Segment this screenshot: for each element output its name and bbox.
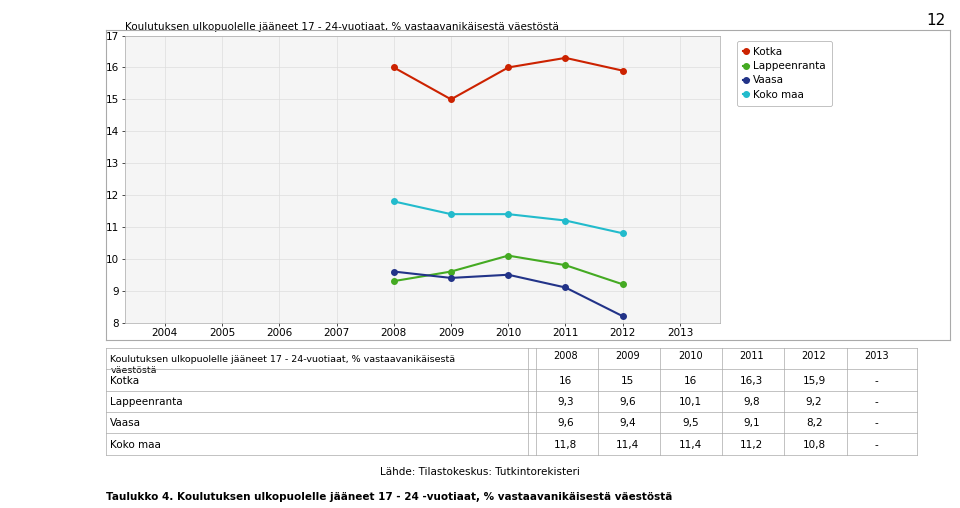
Text: 11,4: 11,4	[679, 440, 702, 450]
Text: 2013: 2013	[864, 352, 889, 361]
Text: -: -	[875, 440, 878, 450]
Text: 11,2: 11,2	[740, 440, 763, 450]
Lappeenranta	[502, 252, 514, 259]
Text: -: -	[875, 376, 878, 386]
Text: Koko maa: Koko maa	[110, 440, 161, 450]
Vaasa	[502, 272, 514, 278]
Text: 11,8: 11,8	[554, 440, 577, 450]
Lappeenranta	[388, 278, 399, 284]
Text: -: -	[875, 397, 878, 407]
Koko maa	[502, 211, 514, 217]
Text: Taulukko 4. Koulutuksen ulkopuolelle jääneet 17 - 24 -vuotiaat, % vastaavanikäis: Taulukko 4. Koulutuksen ulkopuolelle jää…	[106, 492, 672, 502]
Line: Koko maa: Koko maa	[391, 199, 626, 236]
Text: 9,5: 9,5	[682, 419, 699, 428]
Text: 16: 16	[684, 376, 697, 386]
Text: 16,3: 16,3	[740, 376, 763, 386]
Text: 10,8: 10,8	[803, 440, 826, 450]
Line: Lappeenranta: Lappeenranta	[391, 253, 626, 287]
Kotka	[388, 65, 399, 71]
Text: 9,2: 9,2	[805, 397, 823, 407]
Text: 2008: 2008	[553, 352, 578, 361]
Koko maa	[445, 211, 457, 217]
Text: 9,8: 9,8	[743, 397, 760, 407]
Text: Lappeenranta: Lappeenranta	[110, 397, 183, 407]
Text: 2012: 2012	[802, 352, 827, 361]
Text: 9,6: 9,6	[557, 419, 574, 428]
Text: Koulutuksen ulkopuolelle jääneet 17 - 24-vuotiaat, % vastaavanikäisestä väestöst: Koulutuksen ulkopuolelle jääneet 17 - 24…	[125, 22, 559, 32]
Text: 9,1: 9,1	[743, 419, 760, 428]
Vaasa	[445, 275, 457, 281]
Kotka	[617, 68, 629, 74]
Koko maa	[560, 217, 571, 224]
Text: 2010: 2010	[678, 352, 703, 361]
Vaasa	[560, 284, 571, 291]
Koko maa	[388, 198, 399, 204]
Text: 10,1: 10,1	[679, 397, 702, 407]
Text: 16: 16	[559, 376, 572, 386]
Text: 11,4: 11,4	[616, 440, 639, 450]
Text: 9,6: 9,6	[619, 397, 636, 407]
Text: Vaasa: Vaasa	[110, 419, 141, 428]
Line: Vaasa: Vaasa	[391, 269, 626, 319]
Line: Kotka: Kotka	[391, 55, 626, 102]
Koko maa	[617, 230, 629, 236]
Kotka	[445, 97, 457, 103]
Kotka	[502, 65, 514, 71]
Text: Kotka: Kotka	[110, 376, 139, 386]
Lappeenranta	[560, 262, 571, 268]
Text: 9,3: 9,3	[557, 397, 574, 407]
Vaasa	[388, 269, 399, 275]
Text: 8,2: 8,2	[805, 419, 823, 428]
Legend: Kotka, Lappeenranta, Vaasa, Koko maa: Kotka, Lappeenranta, Vaasa, Koko maa	[737, 41, 831, 106]
Text: 12: 12	[926, 13, 946, 28]
Text: Koulutuksen ulkopuolelle jääneet 17 - 24-vuotiaat, % vastaavanikäisestä
väestöst: Koulutuksen ulkopuolelle jääneet 17 - 24…	[110, 356, 456, 375]
Lappeenranta	[617, 281, 629, 288]
Lappeenranta	[445, 269, 457, 275]
Text: Lähde: Tilastokeskus: Tutkintorekisteri: Lähde: Tilastokeskus: Tutkintorekisteri	[380, 467, 580, 478]
Text: 15: 15	[621, 376, 635, 386]
Text: 15,9: 15,9	[803, 376, 826, 386]
Text: 9,4: 9,4	[619, 419, 636, 428]
Text: 2009: 2009	[615, 352, 640, 361]
Text: 2011: 2011	[739, 352, 764, 361]
Kotka	[560, 55, 571, 61]
Vaasa	[617, 313, 629, 319]
Text: -: -	[875, 419, 878, 428]
